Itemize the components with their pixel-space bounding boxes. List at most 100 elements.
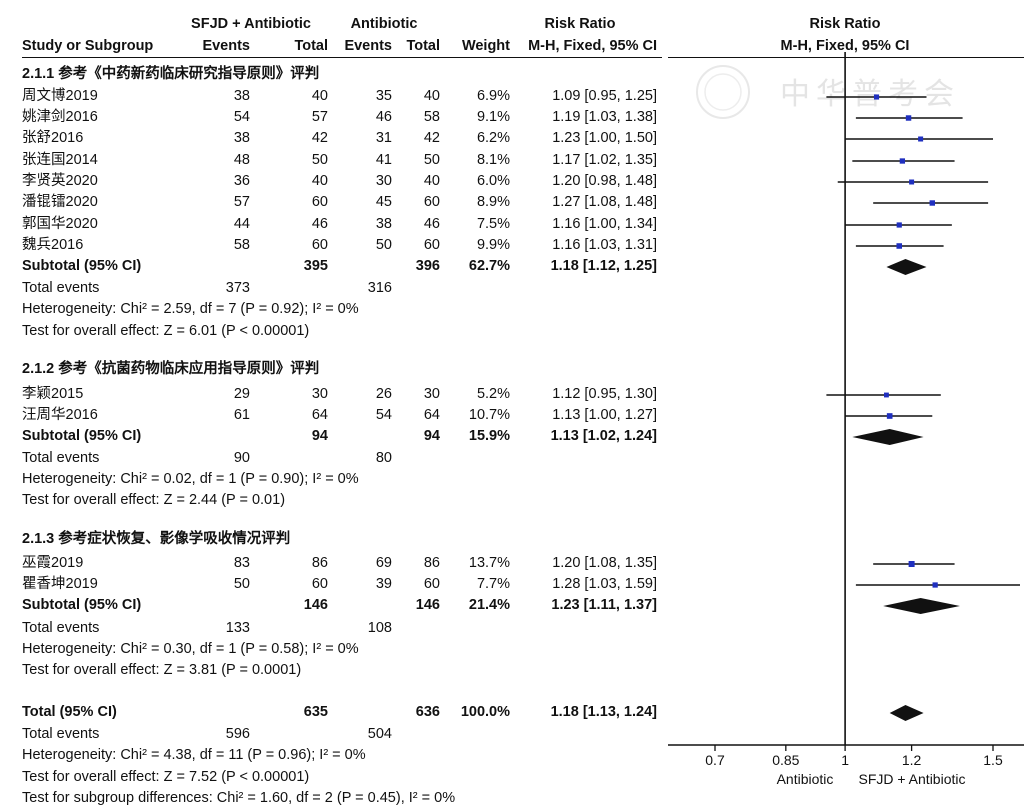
- study-e2-cell: 41: [375, 152, 392, 168]
- x-axis-tick-label: 1.5: [983, 752, 1003, 768]
- study-t1-cell: 60: [311, 237, 328, 253]
- study-e1-cell: 38: [233, 130, 250, 146]
- study-t1-cell: 57: [311, 109, 328, 125]
- risk-ratio-left-header: Risk Ratio: [544, 16, 616, 32]
- heterogeneity-text: Heterogeneity: Chi² = 0.30, df = 1 (P = …: [22, 641, 359, 657]
- total-overall-effect-text: Test for overall effect: Z = 7.52 (P < 0…: [22, 769, 310, 785]
- study-e2-cell: 31: [375, 130, 392, 146]
- total-events-label: Total events: [22, 726, 100, 742]
- study-t2-cell: 60: [423, 237, 440, 253]
- subgroup-title: 2.1.1 参考《中药新药临床研究指导原则》评判: [22, 66, 320, 82]
- total-t1-cell: 635: [303, 704, 328, 720]
- study-ci-cell: 1.13 [1.00, 1.27]: [552, 407, 657, 423]
- study-name: 李贤英2020: [22, 173, 98, 189]
- total-weight-cell: 100.0%: [460, 704, 510, 720]
- events-ctl-cell: 108: [367, 620, 392, 636]
- study-weight-cell: 6.9%: [476, 88, 510, 104]
- watermark-text: 中华普考会: [780, 78, 960, 111]
- subgroup-title: 2.1.2 参考《抗菌药物临床应用指导原则》评判: [22, 361, 320, 377]
- study-name: 姚津剑2016: [22, 109, 98, 125]
- study-weight-cell: 7.5%: [476, 216, 510, 232]
- total-ci-cell: 1.18 [1.13, 1.24]: [550, 704, 657, 720]
- events-exp-cell: 133: [225, 620, 250, 636]
- study-ci-cell: 1.27 [1.08, 1.48]: [552, 194, 657, 210]
- study-name: 周文博2019: [22, 88, 98, 104]
- point-estimate: [899, 158, 906, 164]
- study-e2-cell: 69: [375, 555, 392, 571]
- group-exp-header: SFJD + Antibiotic: [191, 16, 311, 32]
- total-exp-header: Total: [294, 38, 328, 54]
- study-t2-cell: 50: [423, 152, 440, 168]
- point-estimate: [873, 94, 880, 100]
- point-estimate: [896, 243, 903, 249]
- study-t1-cell: 64: [311, 407, 328, 423]
- x-axis-tick-label: 0.7: [705, 752, 725, 768]
- summary-diamond: [852, 429, 924, 445]
- study-name: 郭国华2020: [22, 216, 98, 232]
- subtotal-label: Subtotal (95% CI): [22, 258, 142, 274]
- study-ci-cell: 1.16 [1.03, 1.31]: [552, 237, 657, 253]
- study-ci-cell: 1.28 [1.03, 1.59]: [552, 576, 657, 592]
- subtotal-weight-cell: 15.9%: [468, 428, 510, 444]
- study-t1-cell: 86: [311, 555, 328, 571]
- subtotal-label: Subtotal (95% CI): [22, 428, 142, 444]
- study-e2-cell: 35: [375, 88, 392, 104]
- study-ci-cell: 1.09 [0.95, 1.25]: [552, 88, 657, 104]
- study-t1-cell: 60: [311, 576, 328, 592]
- x-axis-tick-label: 1: [841, 752, 849, 768]
- subtotal-t1-cell: 146: [303, 597, 328, 613]
- study-weight-cell: 9.9%: [476, 237, 510, 253]
- x-axis-tick-label: 0.85: [772, 752, 799, 768]
- study-name: 张舒2016: [22, 130, 84, 146]
- point-estimate: [884, 392, 889, 398]
- events-label: Total events: [22, 450, 100, 466]
- total-label: Total (95% CI): [22, 704, 117, 720]
- risk-ratio-right-header: Risk Ratio: [809, 16, 881, 32]
- study-t2-cell: 40: [423, 88, 440, 104]
- events-exp-cell: 90: [233, 450, 250, 466]
- events-exp-header: Events: [202, 38, 250, 54]
- subtotal-t1-cell: 395: [303, 258, 328, 274]
- study-e2-cell: 50: [375, 237, 392, 253]
- point-estimate: [908, 561, 915, 567]
- study-weight-cell: 9.1%: [476, 109, 510, 125]
- study-name: 李颖2015: [22, 386, 84, 402]
- study-t2-cell: 30: [423, 386, 440, 402]
- heterogeneity-text: Heterogeneity: Chi² = 0.02, df = 1 (P = …: [22, 471, 359, 487]
- study-t1-cell: 60: [311, 194, 328, 210]
- heterogeneity-text: Heterogeneity: Chi² = 2.59, df = 7 (P = …: [22, 301, 359, 317]
- study-e2-cell: 26: [375, 386, 392, 402]
- subtotal-ci-cell: 1.23 [1.11, 1.37]: [551, 597, 657, 613]
- study-e2-cell: 38: [375, 216, 392, 232]
- study-e2-cell: 30: [375, 173, 392, 189]
- point-estimate: [929, 200, 935, 206]
- favours-left-label: Antibiotic: [777, 771, 834, 787]
- total-t2-cell: 636: [415, 704, 440, 720]
- summary-diamond: [889, 705, 924, 721]
- events-ctl-header: Events: [344, 38, 392, 54]
- study-ci-cell: 1.16 [1.00, 1.34]: [552, 216, 657, 232]
- overall-effect-text: Test for overall effect: Z = 2.44 (P = 0…: [22, 492, 286, 508]
- study-weight-cell: 5.2%: [476, 386, 510, 402]
- subtotal-t2-cell: 396: [415, 258, 440, 274]
- study-e1-cell: 50: [233, 576, 250, 592]
- total-heterogeneity-text: Heterogeneity: Chi² = 4.38, df = 11 (P =…: [22, 747, 366, 763]
- group-ctl-header: Antibiotic: [350, 16, 418, 32]
- study-e1-cell: 29: [233, 386, 250, 402]
- study-ci-cell: 1.23 [1.00, 1.50]: [552, 130, 657, 146]
- study-t1-cell: 30: [311, 386, 328, 402]
- point-estimate: [918, 136, 924, 142]
- study-ci-cell: 1.20 [1.08, 1.35]: [552, 555, 657, 571]
- study-weight-cell: 7.7%: [476, 576, 510, 592]
- study-name: 张连国2014: [22, 152, 98, 168]
- study-e2-cell: 45: [375, 194, 392, 210]
- method-right-header: M-H, Fixed, 95% CI: [780, 38, 910, 54]
- study-name: 瞿香坤2019: [22, 576, 98, 592]
- study-e1-cell: 48: [233, 152, 250, 168]
- study-e1-cell: 38: [233, 88, 250, 104]
- total-ctl-header: Total: [406, 38, 440, 54]
- study-t2-cell: 42: [423, 130, 440, 146]
- study-t1-cell: 50: [311, 152, 328, 168]
- study-e1-cell: 54: [233, 109, 250, 125]
